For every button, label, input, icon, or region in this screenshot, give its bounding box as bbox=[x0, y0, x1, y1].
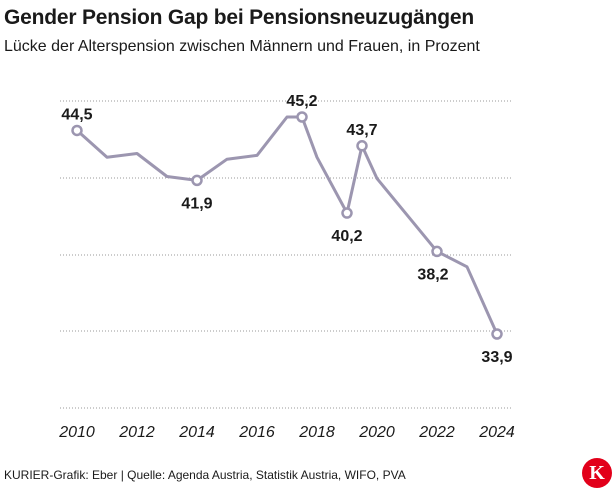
x-tick-label: 2020 bbox=[358, 424, 395, 441]
x-tick-label: 2010 bbox=[58, 424, 95, 441]
data-point-marker bbox=[431, 245, 443, 258]
series-line-0 bbox=[75, 115, 499, 336]
data-point-marker bbox=[356, 140, 368, 152]
data-label: 33,9 bbox=[481, 349, 512, 366]
x-tick-label: 2012 bbox=[118, 424, 155, 441]
source-note: KURIER-Grafik: Eber | Quelle: Agenda Aus… bbox=[4, 468, 406, 482]
chart-subtitle: Lücke der Alterspension zwischen Männern… bbox=[4, 38, 480, 55]
chart-title: Gender Pension Gap bei Pensionsneuzugäng… bbox=[4, 6, 475, 29]
data-label: 40,2 bbox=[331, 228, 362, 245]
data-point-marker bbox=[71, 124, 83, 137]
marker-layer bbox=[71, 111, 503, 340]
data-label: 44,5 bbox=[61, 106, 92, 123]
x-tick-label: 2018 bbox=[298, 424, 335, 441]
line-layer bbox=[75, 115, 499, 336]
x-axis-ticks: 2010 2012 2014 2016 2018 2020 2022 2024 bbox=[58, 424, 515, 441]
data-label: 43,7 bbox=[346, 122, 377, 139]
data-label: 41,9 bbox=[181, 195, 212, 212]
data-label-layer: 44,5 41,9 45,2 40,2 43,7 38,2 33,9 bbox=[61, 93, 512, 366]
x-tick-label: 2022 bbox=[418, 424, 455, 441]
data-point-marker bbox=[191, 174, 203, 187]
kurier-logo: K bbox=[582, 458, 612, 488]
x-tick-label: 2014 bbox=[178, 424, 215, 441]
data-label: 45,2 bbox=[286, 93, 317, 110]
data-point-marker bbox=[296, 111, 308, 123]
x-tick-label: 2016 bbox=[238, 424, 275, 441]
x-tick-label: 2024 bbox=[478, 424, 515, 441]
data-point-marker bbox=[491, 328, 503, 340]
data-point-marker bbox=[341, 207, 353, 219]
grid-layer bbox=[60, 100, 513, 409]
data-label: 38,2 bbox=[417, 266, 448, 283]
